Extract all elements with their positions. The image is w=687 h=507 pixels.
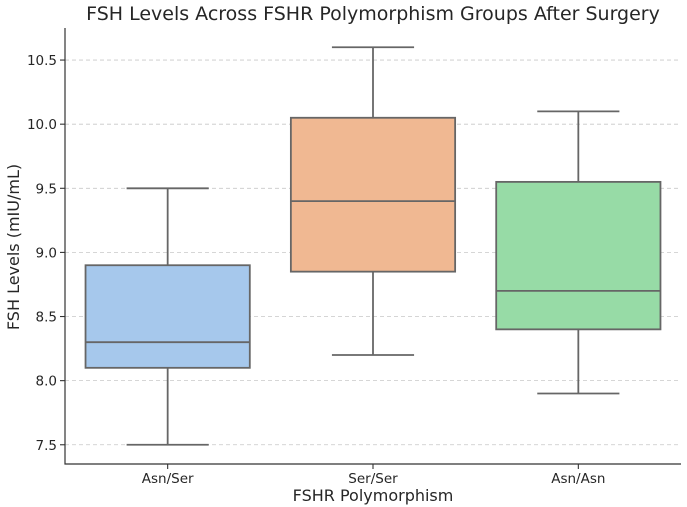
y-tick-label: 10.0 (27, 117, 57, 133)
box-group-ser-ser (289, 46, 457, 356)
y-tick-label: 10.5 (27, 53, 57, 69)
iqr-box (289, 116, 457, 273)
axis-spines (64, 28, 681, 465)
x-tick-label: Ser/Ser (348, 471, 398, 487)
x-tick-label: Asn/Asn (551, 471, 605, 487)
box-group-asn-ser (84, 187, 251, 446)
x-axis-label: FSHR Polymorphism (293, 486, 454, 505)
chart-title: FSH Levels Across FSHR Polymorphism Grou… (86, 3, 660, 25)
axes: 7.5 8.0 8.5 9.0 9.5 10.0 10.5 Asn/Ser Ser/Ser Asn… (27, 28, 681, 487)
x-tick-label: Asn/Ser (142, 471, 194, 487)
y-tick-label: 8.5 (36, 310, 57, 326)
y-tick-label: 8.0 (36, 374, 57, 390)
iqr-box (84, 264, 251, 369)
y-axis-label: FSH Levels (mIU/mL) (4, 164, 23, 330)
y-tick-label: 9.0 (36, 245, 57, 261)
y-tick-label: 7.5 (36, 438, 57, 454)
boxes (84, 46, 662, 446)
box-group-asn-asn (495, 110, 662, 395)
iqr-box (495, 180, 662, 331)
y-tick-label: 9.5 (36, 181, 57, 197)
